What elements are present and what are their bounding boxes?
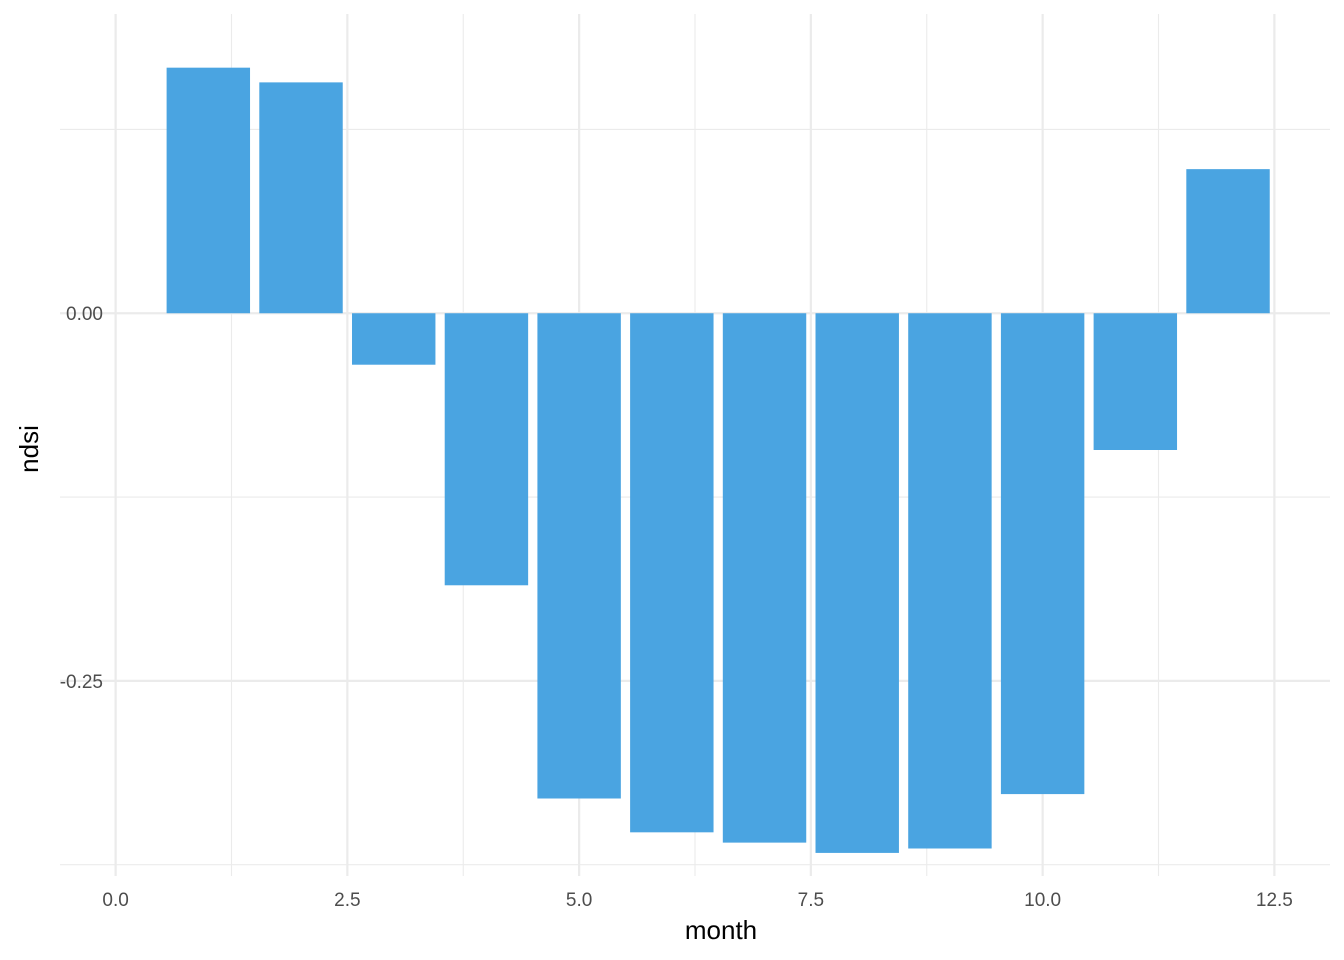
bars (166, 67, 1270, 853)
bar-month-4 (444, 313, 529, 586)
bar-month-8 (815, 313, 899, 853)
y-tick-label: -0.25 (60, 672, 103, 693)
bar-month-5 (537, 313, 621, 799)
x-tick-label: 7.5 (798, 890, 824, 911)
x-axis-title: month (685, 915, 757, 945)
x-tick-label: 2.5 (334, 890, 360, 911)
bar-month-9 (908, 313, 992, 849)
y-axis-ticks: 0.00 -0.25 (60, 304, 103, 693)
x-tick-label: 0.0 (102, 890, 128, 911)
x-tick-label: 10.0 (1024, 890, 1061, 911)
bar-month-7 (722, 313, 807, 843)
bar-month-11 (1093, 313, 1178, 450)
y-tick-label: 0.00 (66, 304, 103, 325)
bar-month-10 (1000, 313, 1085, 795)
x-axis-ticks: 0.0 2.5 5.0 7.5 10.0 12.5 (102, 890, 1292, 911)
bar-month-3 (352, 313, 436, 365)
x-tick-label: 12.5 (1256, 890, 1293, 911)
bar-month-1 (166, 67, 251, 314)
bar-month-12 (1186, 169, 1270, 314)
bar-month-6 (630, 313, 714, 833)
x-tick-label: 5.0 (566, 890, 592, 911)
y-axis-title: ndsi (14, 425, 44, 473)
bar-month-2 (259, 82, 343, 314)
